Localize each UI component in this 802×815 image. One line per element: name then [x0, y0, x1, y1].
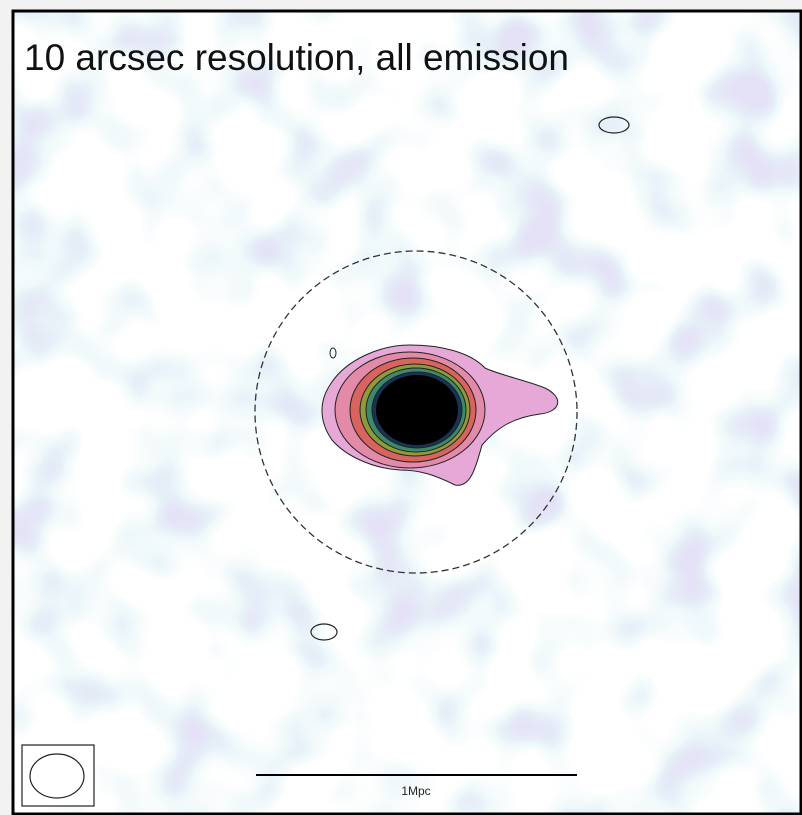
page: 1Mpc 10 arcsec resolution, all emission … — [0, 0, 802, 815]
map-area: 1Mpc 10 arcsec resolution, all emission — [12, 10, 802, 815]
core — [376, 375, 458, 445]
scale-bar-label: 1Mpc — [401, 784, 430, 798]
radio-map: 1Mpc 10 arcsec resolution, all emission — [0, 0, 802, 815]
image-title: 10 arcsec resolution, all emission — [24, 37, 569, 78]
